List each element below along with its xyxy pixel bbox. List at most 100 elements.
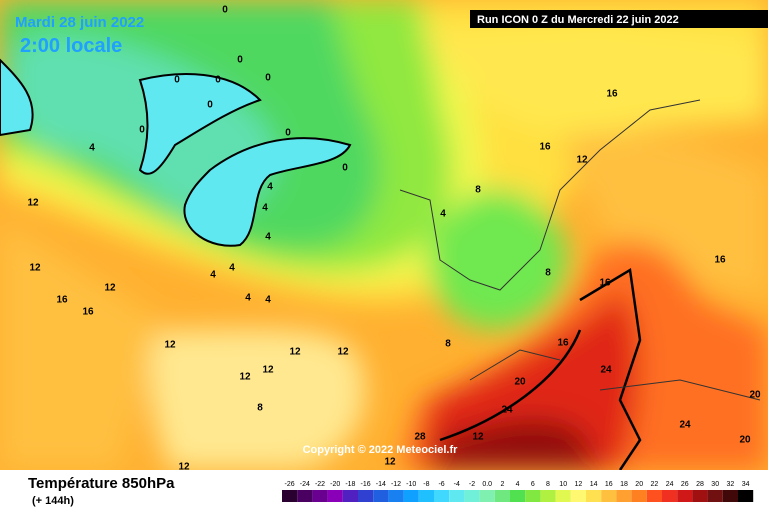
scale-swatch [464,490,480,502]
scale-label: 6 [531,481,535,488]
run-label: Run ICON 0 Z du Mercredi 22 juin 2022 [477,14,679,26]
scale-swatch [297,490,313,502]
scale-label: -18 [345,481,355,488]
contour-label: 4 [440,209,446,220]
contour-label: 4 [265,295,271,306]
scale-label: -14 [376,481,386,488]
contour-labels: 0 0 0 0 0 0 0 0 0 4 4 4 4 4 4 4 4 8 8 8 12 12 12 12 12 12 12 12 12 16… [27,5,761,473]
contour-label: 12 [239,372,251,383]
contour-label: 4 [262,203,268,214]
scale-swatch [282,490,298,502]
scale-swatch [722,490,738,502]
contour-label: 0 [139,125,145,136]
scale-swatch [662,490,678,502]
contour-label: 0 [215,75,221,86]
scale-label: -24 [300,481,310,488]
contour-label: 12 [289,347,301,358]
scale-swatch [373,490,389,502]
scale-swatch [570,490,586,502]
contour-label: 24 [679,420,691,431]
scale-swatch [388,490,404,502]
scale-swatch [631,490,647,502]
scale-swatch [327,490,343,502]
scale-label: 20 [635,481,643,488]
contour-label: 0 [222,5,228,16]
scale-label: -20 [330,481,340,488]
scale-label: -8 [423,481,429,488]
scale-swatch [403,490,419,502]
scale-label: 14 [590,481,598,488]
scale-swatch [494,490,510,502]
scale-swatch [418,490,434,502]
scale-swatch [555,490,571,502]
contour-label: 4 [229,263,235,274]
scale-swatch [738,490,754,502]
contour-label: 16 [557,338,569,349]
scale-label: 26 [681,481,689,488]
scale-swatch [586,490,602,502]
contour-label: 12 [104,283,116,294]
run-box [470,10,768,28]
scale-label: 22 [651,481,659,488]
contour-label: 4 [267,182,273,193]
scale-swatch [601,490,617,502]
scale-label: 24 [666,481,674,488]
contour-label: 8 [475,185,481,196]
contour-label: 12 [384,457,396,468]
scale-label: 30 [711,481,719,488]
scale-swatch [479,490,495,502]
scale-label: -2 [469,481,475,488]
contour-label: 0 [207,100,213,111]
contour-label: 12 [29,263,41,274]
contour-label: 4 [245,293,251,304]
scale-label: 8 [546,481,550,488]
contour-label: 20 [739,435,751,446]
scale-label: 32 [727,481,735,488]
contour-label: 16 [56,295,68,306]
scale-swatch [540,490,556,502]
scale-label: -16 [361,481,371,488]
contour-label: 0 [265,73,271,84]
scale-swatch [312,490,328,502]
scale-label: 34 [742,481,750,488]
contour-label: 16 [82,307,94,318]
time-label: 2:00 locale [20,35,122,57]
contour-label: 16 [599,278,611,289]
scale-swatch [677,490,693,502]
contour-label: 12 [164,340,176,351]
scale-label: -26 [285,481,295,488]
scale-label: -22 [315,481,325,488]
contour-label: 28 [414,432,426,443]
scale-label: 10 [559,481,567,488]
scale-label: 4 [516,481,520,488]
scale-swatch [510,490,526,502]
contour-label: 16 [539,142,551,153]
scale-swatch [707,490,723,502]
contour-label: 8 [545,268,551,279]
scale-label: 18 [620,481,628,488]
color-scale: -26 -24 -22 -20 -18 -16 -14 -12 -10 -8 -6 -4 -2 0.0 2 4… [282,481,754,502]
contour-label: 16 [714,255,726,266]
contour-label: 20 [514,377,526,388]
contour-label: 8 [445,339,451,350]
contour-label: 4 [265,232,271,243]
scale-swatch [646,490,662,502]
scale-swatch [342,490,358,502]
contour-label: 12 [576,155,588,166]
footer-title: Température 850hPa [28,475,175,492]
scale-label: -10 [406,481,416,488]
copyright: Copyright © 2022 Meteociel.fr [303,444,459,456]
scale-swatch [449,490,465,502]
scale-label: 16 [605,481,613,488]
contour-label: 0 [237,55,243,66]
scale-swatch [434,490,450,502]
contour-label: 12 [178,462,190,473]
contour-label: 12 [337,347,349,358]
scale-swatch [692,490,708,502]
contour-label: 0 [285,128,291,139]
scale-label: 2 [500,481,504,488]
scale-swatch [616,490,632,502]
contour-label: 12 [472,432,484,443]
scale-swatch [525,490,541,502]
